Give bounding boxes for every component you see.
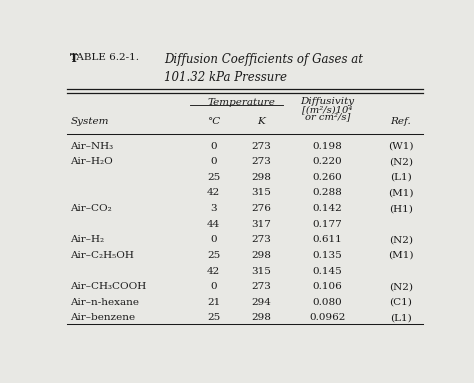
Text: (N2): (N2) <box>389 282 413 291</box>
Text: Air–C₂H₅OH: Air–C₂H₅OH <box>70 251 134 260</box>
Text: 298: 298 <box>251 313 271 322</box>
Text: Diffusion Coefficients of Gases at
101.32 kPa Pressure: Diffusion Coefficients of Gases at 101.3… <box>164 53 363 84</box>
Text: Temperature: Temperature <box>207 98 275 106</box>
Text: 0.080: 0.080 <box>312 298 342 307</box>
Text: 0.611: 0.611 <box>312 235 342 244</box>
Text: (L1): (L1) <box>390 173 412 182</box>
Text: (L1): (L1) <box>390 313 412 322</box>
Text: (H1): (H1) <box>389 204 413 213</box>
Text: 298: 298 <box>251 251 271 260</box>
Text: 317: 317 <box>251 220 271 229</box>
Text: 3: 3 <box>210 204 217 213</box>
Text: 0: 0 <box>210 157 217 166</box>
Text: 273: 273 <box>251 235 271 244</box>
Text: Air–H₂: Air–H₂ <box>70 235 104 244</box>
Text: 0.106: 0.106 <box>312 282 342 291</box>
Text: [(m²/s)10⁴: [(m²/s)10⁴ <box>302 105 353 114</box>
Text: Diffusivity: Diffusivity <box>301 97 355 106</box>
Text: (M1): (M1) <box>388 251 414 260</box>
Text: 0.145: 0.145 <box>312 267 342 275</box>
Text: System: System <box>70 117 109 126</box>
Text: (M1): (M1) <box>388 188 414 197</box>
Text: (C1): (C1) <box>390 298 412 307</box>
Text: Air–NH₃: Air–NH₃ <box>70 141 113 151</box>
Text: 0.220: 0.220 <box>312 157 342 166</box>
Text: TABLE 6.2-1.: TABLE 6.2-1. <box>70 53 139 62</box>
Text: 315: 315 <box>251 188 271 197</box>
Text: 25: 25 <box>207 313 220 322</box>
Text: 294: 294 <box>251 298 271 307</box>
Text: 315: 315 <box>251 267 271 275</box>
Text: 273: 273 <box>251 157 271 166</box>
Text: 298: 298 <box>251 173 271 182</box>
Text: 21: 21 <box>207 298 220 307</box>
Text: 0.288: 0.288 <box>312 188 342 197</box>
Text: Air–CH₃COOH: Air–CH₃COOH <box>70 282 146 291</box>
Text: (W1): (W1) <box>388 141 414 151</box>
Text: or cm²/s]: or cm²/s] <box>305 113 350 122</box>
Text: 42: 42 <box>207 188 220 197</box>
Text: 0.135: 0.135 <box>312 251 342 260</box>
Text: K: K <box>257 117 265 126</box>
Text: 42: 42 <box>207 267 220 275</box>
Text: 0.198: 0.198 <box>312 141 342 151</box>
Text: 273: 273 <box>251 282 271 291</box>
Text: 0.177: 0.177 <box>312 220 342 229</box>
Text: 0: 0 <box>210 141 217 151</box>
Text: T: T <box>70 53 79 64</box>
Text: °C: °C <box>207 117 220 126</box>
Text: (N2): (N2) <box>389 157 413 166</box>
Text: Air–benzene: Air–benzene <box>70 313 136 322</box>
Text: Air–H₂O: Air–H₂O <box>70 157 113 166</box>
Text: 44: 44 <box>207 220 220 229</box>
Text: Ref.: Ref. <box>391 117 411 126</box>
Text: 0.0962: 0.0962 <box>309 313 346 322</box>
Text: Air–CO₂: Air–CO₂ <box>70 204 112 213</box>
Text: 0.142: 0.142 <box>312 204 342 213</box>
Text: 273: 273 <box>251 141 271 151</box>
Text: (N2): (N2) <box>389 235 413 244</box>
Text: 0.260: 0.260 <box>312 173 342 182</box>
Text: 0: 0 <box>210 235 217 244</box>
Text: 25: 25 <box>207 251 220 260</box>
Text: 0: 0 <box>210 282 217 291</box>
Text: 276: 276 <box>251 204 271 213</box>
Text: 25: 25 <box>207 173 220 182</box>
Text: Air–n-hexane: Air–n-hexane <box>70 298 139 307</box>
